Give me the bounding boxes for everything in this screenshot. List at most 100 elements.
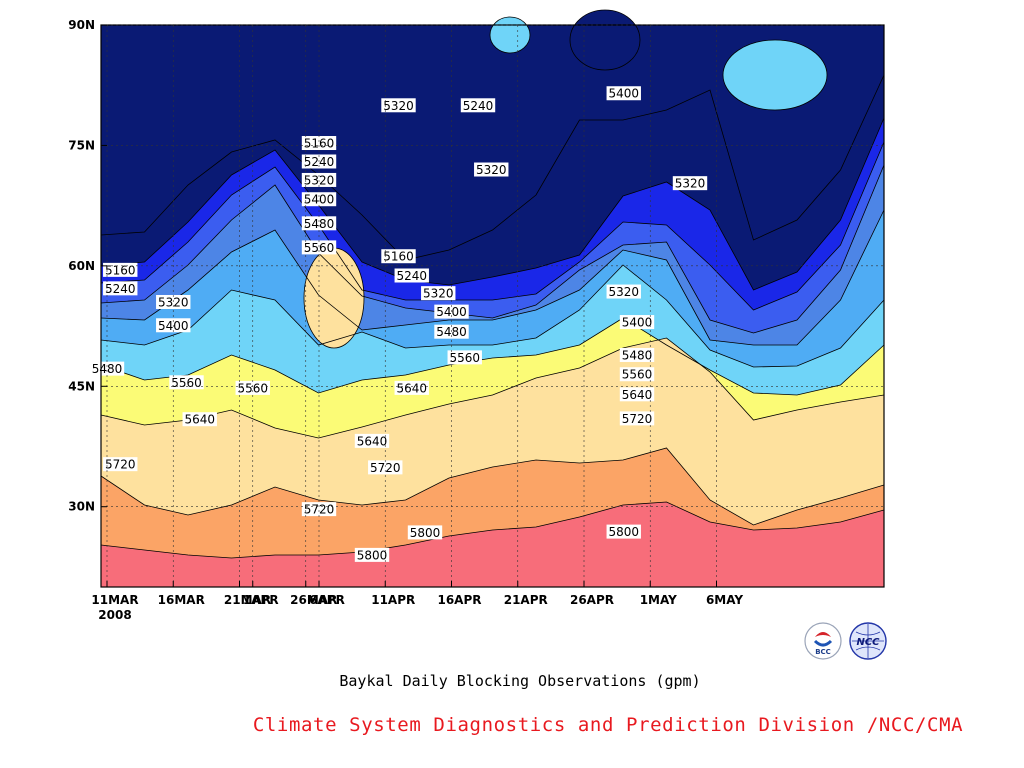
contour-label-bg xyxy=(301,216,337,231)
contour-label: 5640 xyxy=(354,433,390,448)
contour-chart: 5160 5240 5320 5400 5480 5560 5640 5720 5160 5240… xyxy=(68,9,885,622)
contour-label: 5320 xyxy=(672,176,708,191)
contour-label-bg xyxy=(368,460,403,475)
contour-label-bg xyxy=(460,98,496,113)
x-tick-label: 11MAR xyxy=(91,593,138,607)
contour-label-text: 5480 xyxy=(304,217,335,231)
contour-label-text: 5720 xyxy=(304,503,335,517)
contour-label-text: 5320 xyxy=(675,177,706,191)
contour-label: 5800 xyxy=(354,547,390,562)
contour-label-bg xyxy=(619,367,655,382)
contour-label-text: 5560 xyxy=(171,376,202,390)
ncc-logo: NCC xyxy=(849,622,887,660)
contour-label-text: 5160 xyxy=(383,250,414,264)
x-tick-label: 21APR xyxy=(504,593,548,607)
contour-label-text: 5160 xyxy=(105,263,136,277)
contour-label-text: 5720 xyxy=(622,412,653,426)
x-tick-label: 26MAR xyxy=(290,593,337,607)
contour-label-bg xyxy=(301,240,337,255)
contour-label-text: 5240 xyxy=(105,282,136,296)
contour-label-text: 5560 xyxy=(237,381,268,395)
contour-label: 5400 xyxy=(619,315,655,330)
contour-label-bg xyxy=(354,433,390,448)
contour-line-5160 xyxy=(100,117,885,291)
contour-line-undefined xyxy=(100,74,885,261)
contour-label-bg xyxy=(606,524,641,539)
contour-label-bg xyxy=(606,284,641,299)
contour-label-bg xyxy=(421,286,456,301)
contour-label-bg xyxy=(394,380,429,395)
contour-label-bg xyxy=(301,192,337,207)
contour-label-text: 5320 xyxy=(383,99,414,113)
y-tick-label: 30N xyxy=(68,500,95,514)
contour-label-text: 5320 xyxy=(158,295,189,309)
contour-line-5560 xyxy=(100,317,885,396)
contour-label: 5640 xyxy=(394,380,429,395)
contour-label: 5320 xyxy=(421,286,456,301)
contour-label-bg xyxy=(619,315,655,330)
contour-label-text: 5800 xyxy=(357,548,388,562)
bcc-logo-text: BCC xyxy=(815,648,831,656)
contour-label-text: 5800 xyxy=(608,525,639,539)
x-tick-label: 21MAR xyxy=(224,593,271,607)
contour-label: 5640 xyxy=(619,387,655,402)
contour-band-5800 xyxy=(101,502,884,587)
contour-label-text: 5720 xyxy=(105,458,136,472)
contour-label-bg xyxy=(103,457,138,472)
x-tick-label: 11APR xyxy=(371,593,415,607)
ncc-logo-text: NCC xyxy=(856,637,880,648)
contour-label-text: 5640 xyxy=(184,413,215,427)
contour-label-text: 5320 xyxy=(423,287,454,301)
contour-label-text: 5480 xyxy=(622,348,653,362)
contour-label: 5320 xyxy=(474,162,509,177)
y-tick-label: 75N xyxy=(68,138,95,152)
x-tick-label: 1MAY xyxy=(640,593,677,607)
axes: 11MAR 16MAR 21MAR 26MAR 1APR 6APR 11APR 16APR 21… xyxy=(68,18,885,622)
contour-label-text: 5480 xyxy=(92,362,123,376)
contour-label-text: 5560 xyxy=(449,351,480,365)
contour-label-bg xyxy=(606,86,641,101)
contour-label-text: 5320 xyxy=(476,163,507,177)
contour-label-bg xyxy=(103,281,138,296)
y-tick-label: 45N xyxy=(68,379,95,393)
contour-labels: 5160 5240 5320 5400 5480 5560 5640 5720 5160 5240… xyxy=(89,86,708,562)
contour-label-bg xyxy=(619,411,655,426)
contour-label: 5480 xyxy=(301,216,337,231)
contour-label: 5560 xyxy=(235,380,270,395)
contour-label-bg xyxy=(89,361,125,376)
x-tick-label: 16MAR xyxy=(158,593,205,607)
contour-label: 5240 xyxy=(460,98,496,113)
contour-label-text: 5720 xyxy=(370,461,401,475)
contour-label-text: 5560 xyxy=(304,241,335,255)
contour-label-text: 5480 xyxy=(436,325,467,339)
contour-line-5720 xyxy=(100,447,885,526)
contour-line-5800 xyxy=(100,501,885,559)
contour-label: 5480 xyxy=(619,347,655,362)
contour-label: 5640 xyxy=(182,412,217,427)
contour-label-text: 5320 xyxy=(608,285,639,299)
contour-lines xyxy=(100,74,885,559)
contour-label-text: 5560 xyxy=(622,368,653,382)
contour-label: 5400 xyxy=(606,86,641,101)
bcc-logo: BCC xyxy=(804,622,842,660)
credit-text: Climate System Diagnostics and Predictio… xyxy=(252,714,964,736)
contour-label: 5160 xyxy=(103,262,138,277)
x-tick-label: 6APR xyxy=(309,593,345,607)
contour-label: 5240 xyxy=(394,268,429,283)
x-tick-label: 6MAY xyxy=(706,593,743,607)
contour-label-text: 5400 xyxy=(622,316,653,330)
y-tick-label: 60N xyxy=(68,259,95,273)
contour-label: 5800 xyxy=(606,524,641,539)
contour-label-bg xyxy=(672,176,708,191)
contour-label-bg xyxy=(301,136,337,151)
contour-label-bg xyxy=(354,547,390,562)
x-tick-label: 16APR xyxy=(437,593,481,607)
contour-label-bg xyxy=(447,350,482,365)
contour-label-bg xyxy=(381,249,416,264)
contour-label: 5160 xyxy=(301,136,337,151)
contour-label-text: 5800 xyxy=(410,526,441,540)
closed-contour-top xyxy=(489,16,531,54)
contour-label-text: 5400 xyxy=(304,193,335,207)
x-year-label: 2008 xyxy=(98,608,131,622)
contour-label-bg xyxy=(619,387,655,402)
